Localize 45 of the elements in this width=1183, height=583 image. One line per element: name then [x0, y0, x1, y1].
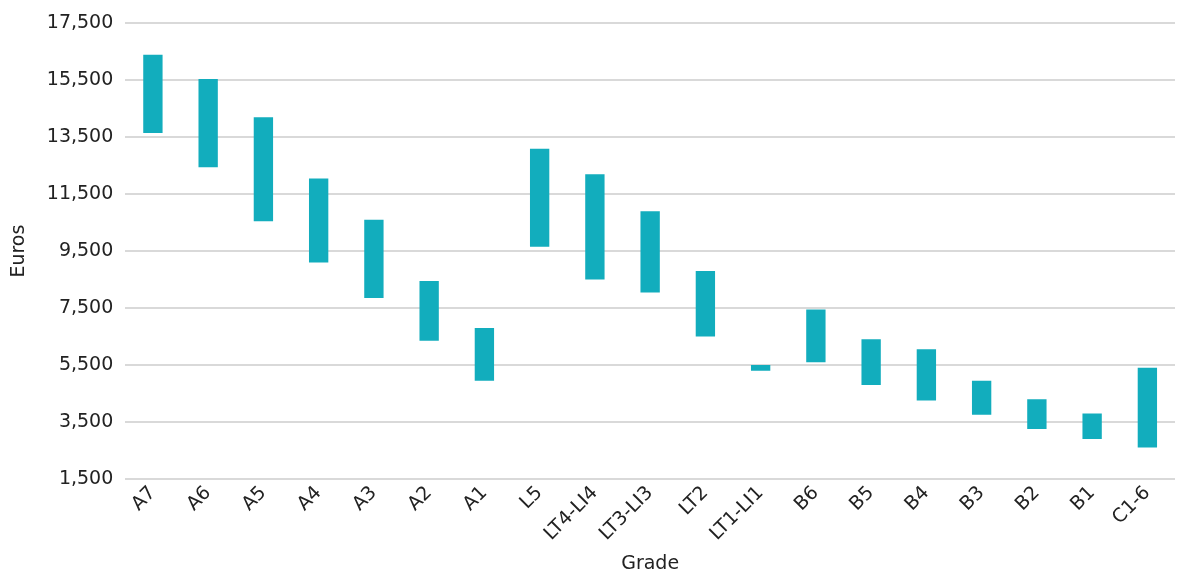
- x-tick-label: B3: [954, 480, 988, 514]
- bar: [1137, 367, 1158, 448]
- x-tick-label: B5: [844, 480, 878, 514]
- bar: [529, 148, 550, 247]
- bar: [695, 271, 716, 337]
- bar: [198, 78, 218, 168]
- x-tick-label: A3: [346, 480, 381, 514]
- x-tick-label: A6: [181, 480, 215, 514]
- y-tick-label: 15,500: [46, 67, 114, 90]
- x-tick-label: A7: [125, 480, 160, 514]
- y-tick-label: 7,500: [58, 294, 114, 317]
- y-tick-label: 3,500: [58, 408, 114, 431]
- y-tick-label: 13,500: [46, 124, 114, 147]
- bar: [253, 117, 274, 222]
- y-tick-label: 5,500: [58, 351, 114, 374]
- x-tick-label: LT2: [673, 480, 712, 519]
- bar: [419, 281, 439, 341]
- bar: [364, 219, 384, 299]
- bar: [750, 364, 771, 371]
- bar: [1027, 399, 1047, 430]
- y-tick-label: 11,500: [46, 181, 114, 204]
- bar: [971, 380, 992, 415]
- x-tick-label: B6: [788, 480, 823, 514]
- x-tick-label: B2: [1009, 480, 1044, 514]
- y-tick-label: 9,500: [58, 238, 114, 261]
- bar: [143, 54, 163, 133]
- bar: [916, 349, 937, 401]
- bar: [308, 178, 329, 263]
- y-tick-label: 17,500: [46, 10, 114, 33]
- x-tick-label: A2: [402, 480, 436, 514]
- y-axis-title: Euros: [6, 224, 29, 278]
- x-axis-title: Grade: [621, 550, 680, 573]
- y-tick-label: 1,500: [58, 465, 114, 488]
- x-tick-label: L5: [514, 480, 546, 513]
- bar: [806, 309, 826, 363]
- x-tick-label: A4: [291, 480, 325, 514]
- x-tick-label: B4: [899, 480, 933, 514]
- bar: [474, 327, 495, 381]
- bar: [1082, 413, 1102, 439]
- x-tick-label: A1: [457, 480, 491, 514]
- bar: [861, 339, 881, 385]
- bar: [640, 211, 660, 293]
- bar: [585, 174, 605, 280]
- x-tick-label: A5: [236, 480, 270, 514]
- x-tick-label: B1: [1065, 480, 1099, 514]
